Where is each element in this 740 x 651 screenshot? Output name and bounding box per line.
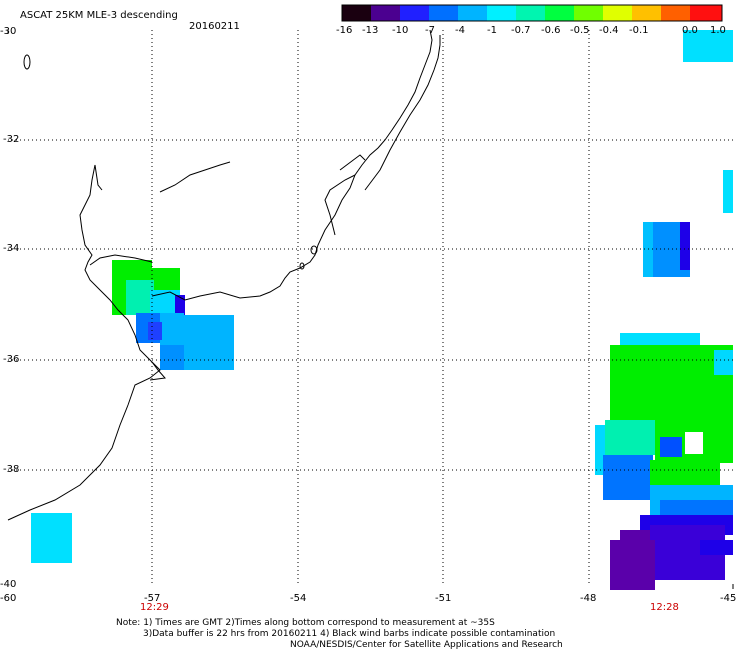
lat-label: -40 xyxy=(0,579,17,590)
colorbar-label: 1.0 xyxy=(710,25,726,36)
coastline xyxy=(7,29,441,521)
data-cell xyxy=(620,530,650,545)
colorbar-label: -13 xyxy=(362,25,379,36)
frame-ticks xyxy=(7,30,734,589)
data-cell xyxy=(660,437,682,457)
lon-label: -48 xyxy=(580,593,597,604)
colorbar-label: -0.4 xyxy=(599,25,619,36)
colorbar-label: -7 xyxy=(425,25,435,36)
colorbar-label: -0.6 xyxy=(541,25,561,36)
data-cell xyxy=(175,295,185,315)
note-line-1: Note: 1) Times are GMT 2)Times along bot… xyxy=(116,618,495,628)
colorbar-label: -10 xyxy=(392,25,409,36)
data-cell xyxy=(184,315,234,370)
lat-label: -36 xyxy=(3,354,20,365)
colorbar xyxy=(341,4,723,22)
note-line-2: 3)Data buffer is 22 hrs from 20160211 4)… xyxy=(143,629,556,639)
data-cell xyxy=(31,513,72,563)
gridlines xyxy=(8,30,733,584)
colorbar-label: -0.7 xyxy=(511,25,531,36)
data-cell xyxy=(714,350,733,375)
data-cell xyxy=(680,222,690,270)
note-line-3: NOAA/NESDIS/Center for Satellite Applica… xyxy=(290,640,563,650)
data-cells xyxy=(31,30,733,590)
data-cell xyxy=(148,322,162,340)
data-cell xyxy=(683,30,733,62)
lon-label: -57 xyxy=(144,593,161,604)
data-cell xyxy=(605,420,655,455)
data-cell xyxy=(685,432,703,454)
lat-label: -38 xyxy=(3,464,20,475)
data-cell xyxy=(700,540,733,555)
data-cell xyxy=(160,345,184,370)
lon-label: -60 xyxy=(0,593,17,604)
time-label-left: 12:29 xyxy=(140,602,169,613)
lat-label: -32 xyxy=(3,134,20,145)
data-cell xyxy=(723,170,733,213)
colorbar-label: -4 xyxy=(455,25,465,36)
data-cell xyxy=(603,455,653,500)
lon-label: -45 xyxy=(720,593,737,604)
colorbar-label: -0.5 xyxy=(570,25,590,36)
lon-label: -54 xyxy=(290,593,307,604)
map-title: ASCAT 25KM MLE-3 descending xyxy=(20,10,178,21)
map-date: 20160211 xyxy=(189,21,240,32)
lon-label: -51 xyxy=(435,593,452,604)
colorbar-label: -0.1 xyxy=(629,25,649,36)
time-label-right: 12:28 xyxy=(650,602,679,613)
colorbar-label: 0.0 xyxy=(682,25,698,36)
data-cell xyxy=(610,540,655,590)
lat-label: -34 xyxy=(3,243,20,254)
data-cell xyxy=(126,280,154,315)
lat-label: -30 xyxy=(0,26,17,37)
colorbar-label: -16 xyxy=(336,25,353,36)
colorbar-label: -1 xyxy=(487,25,497,36)
